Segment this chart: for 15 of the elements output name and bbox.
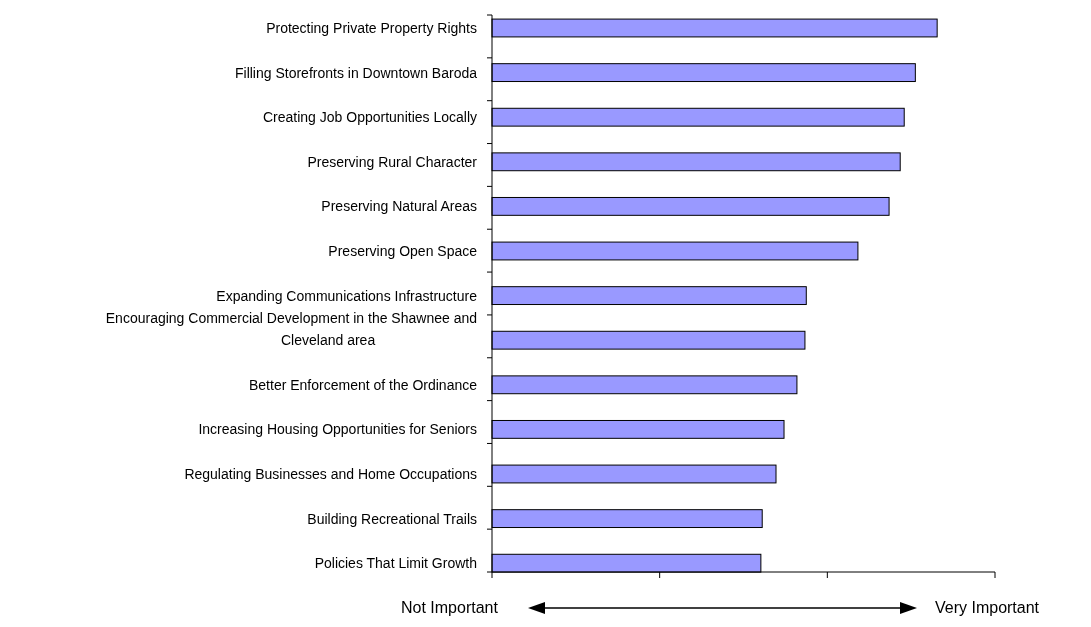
y-tick-label: Preserving Open Space	[328, 243, 478, 259]
y-tick-label: Regulating Businesses and Home Occupations	[184, 466, 477, 482]
text: Not Important	[401, 599, 499, 616]
y-tick-label: Building Recreational Trails	[307, 510, 477, 527]
y-tick-label: Preserving Rural Character	[307, 153, 478, 170]
y-tick-label: Protecting Private Property Rights	[266, 20, 477, 36]
y-tick-label: Better Enforcement of the Ordinance	[248, 376, 478, 393]
y-tick-label: Policies That Limit Growth	[314, 555, 477, 572]
y-tick-label: Increasing Housing Opportunities for Seniors	[198, 421, 477, 438]
y-tick-label: Creating Job Opportunities Locally	[262, 109, 477, 126]
y-tick-label: Expanding Communications Infrastructure	[216, 287, 478, 304]
text: Very Important	[935, 599, 1040, 616]
y-tick-label: Encouraging Commercial Development in the Shawnee and Cleveland area	[105, 310, 477, 349]
y-tick-label: Filling Storefronts in Downtown Baroda	[234, 64, 478, 81]
y-tick-label: Preserving Natural Areas	[321, 198, 477, 215]
